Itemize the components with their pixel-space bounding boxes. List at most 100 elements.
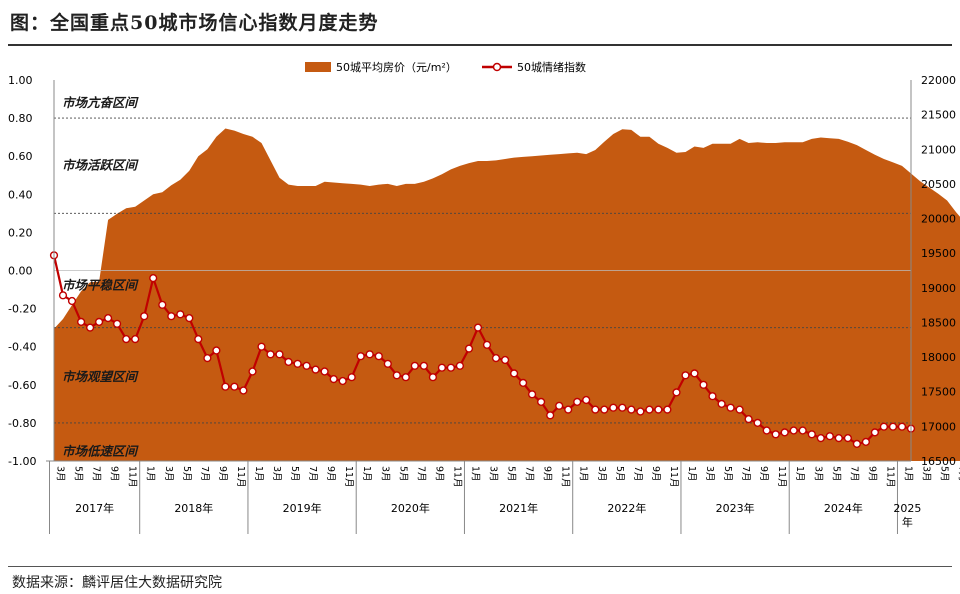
sentiment-point [85,323,95,332]
sentiment-point [239,386,248,395]
sentiment-point [464,344,474,353]
sentiment-point [645,405,654,414]
y-right-tick-label: 16500 [921,455,956,468]
sentiment-point [807,430,816,439]
sentiment-point [591,405,600,414]
sentiment-point [564,405,573,414]
sentiment-point [122,335,131,344]
sentiment-point [816,434,825,443]
year-label: 2017年 [75,501,114,515]
x-tick-label-group: 5月 [830,466,841,482]
x-tick-label-group: 1月 [686,466,697,482]
x-tick-label-group: 1月 [903,466,914,482]
sentiment-point [257,342,266,351]
sentiment-point [600,405,609,414]
sentiment-point [392,371,401,380]
x-tick-label: 3月 [921,466,932,482]
footer-divider [8,566,952,567]
y-left-tick-label: -0.80 [8,417,36,430]
x-tick-label-group: 5月 [506,466,517,482]
x-tick-label: 11月 [451,466,462,488]
sentiment-point [158,300,167,309]
sentiment-point [437,363,447,372]
year-label-suffix: 年 [902,515,913,529]
x-tick-label-group: 11月 [235,466,246,488]
sentiment-point [356,352,365,361]
zone-label: 市场活跃区间 [62,158,140,173]
x-tick-label: 3月 [379,466,390,482]
x-tick-label-group: 7月 [199,466,210,482]
x-tick-label: 11月 [668,466,679,488]
year-label: 2025 [893,502,921,515]
sentiment-point [365,350,374,359]
y-right-tick-label: 19500 [921,247,956,260]
sentiment-point [573,397,582,407]
x-tick-label: 5月 [722,466,733,482]
x-tick-label-group: 3月 [921,466,932,482]
x-tick-label-group: 11月 [127,466,138,488]
sentiment-point [627,405,636,414]
sentiment-point [672,388,681,397]
sentiment-point [843,434,853,443]
legend: 50城平均房价（元/m²） 50城情绪指数 [305,60,586,74]
legend-area-label: 50城平均房价（元/m²） [336,61,457,74]
sentiment-point [140,312,149,321]
sentiment-point [618,403,627,412]
x-tick-label: 7月 [415,466,426,482]
year-label: 2021年 [499,501,538,515]
zone-label: 市场亢奋区间 [62,95,140,110]
sentiment-point [744,415,753,424]
sentiment-point [501,355,510,365]
sentiment-point [555,401,564,410]
x-tick-label: 5月 [830,466,841,482]
x-tick-label-group: 3月 [379,466,390,482]
year-label: 2024年 [824,501,863,515]
sentiment-point [762,426,771,435]
sentiment-point [185,314,194,323]
x-tick-label-group: 11月 [884,466,895,488]
zone-label: 市场观望区间 [62,369,140,384]
x-tick-label-group: 7月 [415,466,426,482]
x-tick-label: 7月 [957,466,960,482]
sentiment-point [266,350,275,359]
sentiment-point [131,335,140,344]
x-tick-label-group: 1月 [145,466,156,482]
x-tick-label: 11月 [884,466,895,488]
y-right-tick-label: 22000 [921,74,956,87]
source-note: 数据来源：麟评居住大数据研究院 [12,575,222,591]
x-tick-label: 3月 [704,466,715,482]
y-left-tick-label: 0.20 [8,226,33,239]
y-right-tick-label: 21500 [921,109,956,122]
x-tick-label: 5月 [181,466,192,482]
sentiment-point [546,411,555,420]
sentiment-point [825,432,834,441]
sentiment-point [897,422,907,431]
sentiment-point [527,390,537,399]
x-tick-label-group: 7月 [91,466,102,482]
sentiment-point [194,335,203,344]
sentiment-point [735,405,744,414]
x-tick-label: 3月 [55,466,66,482]
x-tick-label: 1月 [145,466,156,482]
x-tick-label-group: 1月 [578,466,589,482]
x-tick-label-group: 9月 [325,466,336,482]
x-tick-label: 1月 [686,466,697,482]
x-tick-label: 3月 [812,466,823,482]
x-tick-label: 11月 [127,466,138,488]
x-tick-label: 7月 [199,466,210,482]
x-tick-label-group: 9月 [866,466,877,482]
x-tick-label-group: 7月 [848,466,859,482]
x-tick-label: 1月 [578,466,589,482]
year-label: 2018年 [174,501,213,515]
sentiment-point [771,430,780,439]
sentiment-point [708,392,717,401]
x-tick-label: 9月 [217,466,228,482]
x-tick-label: 9月 [433,466,444,482]
x-tick-label: 5月 [939,466,950,482]
sentiment-point [248,367,257,376]
y-right-tick-label: 21000 [921,143,956,156]
x-tick-label-group: 3月 [704,466,715,482]
legend-line-label: 50城情绪指数 [517,60,586,74]
y-right-tick-label: 19000 [921,282,956,295]
